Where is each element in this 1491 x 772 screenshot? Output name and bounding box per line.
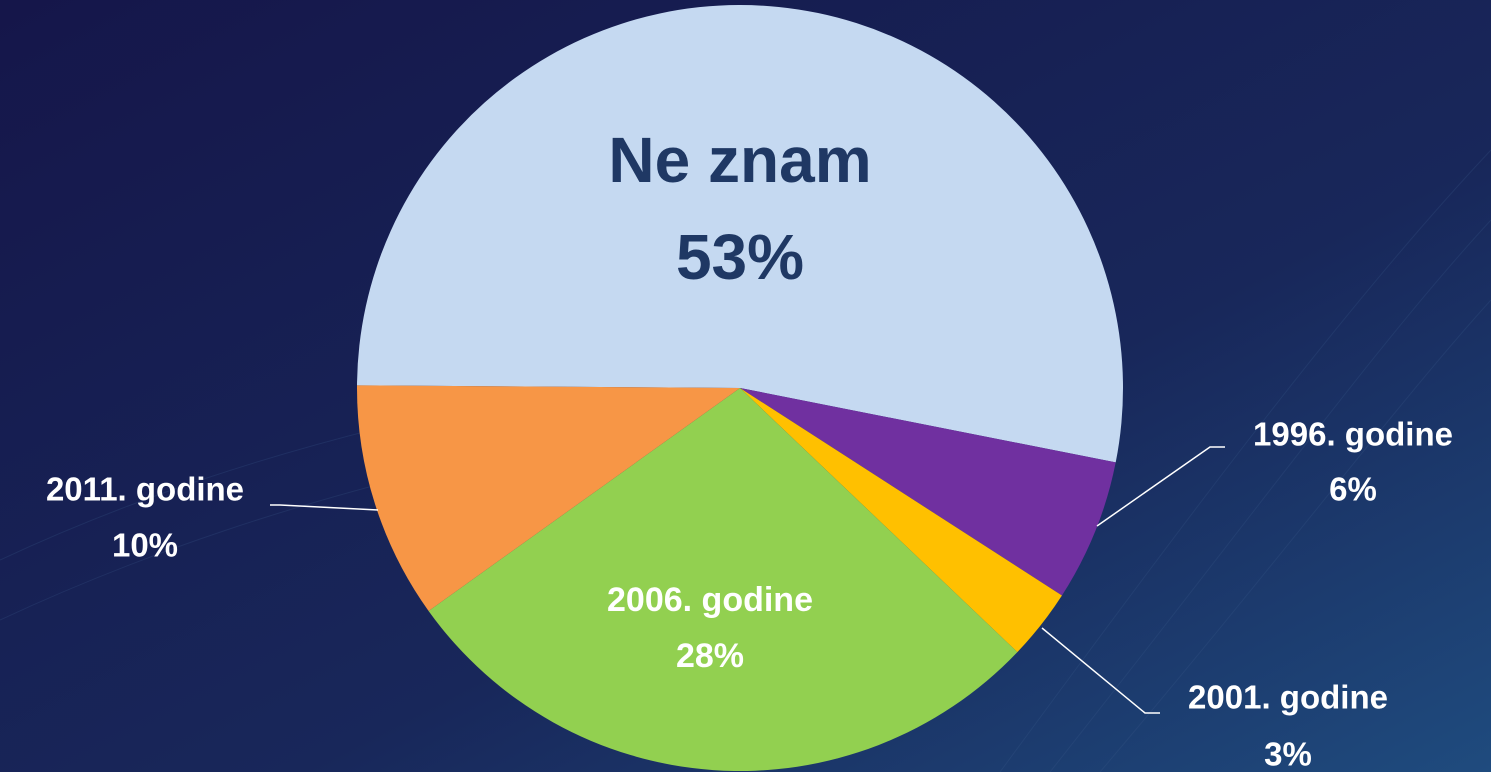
leader-line: [1096, 446, 1225, 527]
category-label: Ne znam: [608, 124, 871, 196]
value-label: 28%: [676, 637, 744, 675]
category-label: 2001. godine: [1188, 679, 1388, 716]
value-label: 53%: [676, 221, 804, 293]
value-label: 3%: [1264, 736, 1312, 772]
pie-slice: [357, 4, 1123, 463]
pie-slice: [428, 388, 1018, 771]
pie-slice: [357, 385, 740, 611]
leader-line: [270, 504, 379, 511]
leader-line: [1041, 627, 1160, 714]
category-label: 2011. godine: [46, 471, 244, 508]
pie-slice: [740, 388, 1116, 596]
category-label: 1996. godine: [1253, 416, 1453, 453]
pie-slice: [740, 388, 1062, 653]
category-label: 2006. godine: [607, 581, 813, 619]
value-label: 6%: [1329, 471, 1377, 508]
value-label: 10%: [112, 527, 178, 564]
